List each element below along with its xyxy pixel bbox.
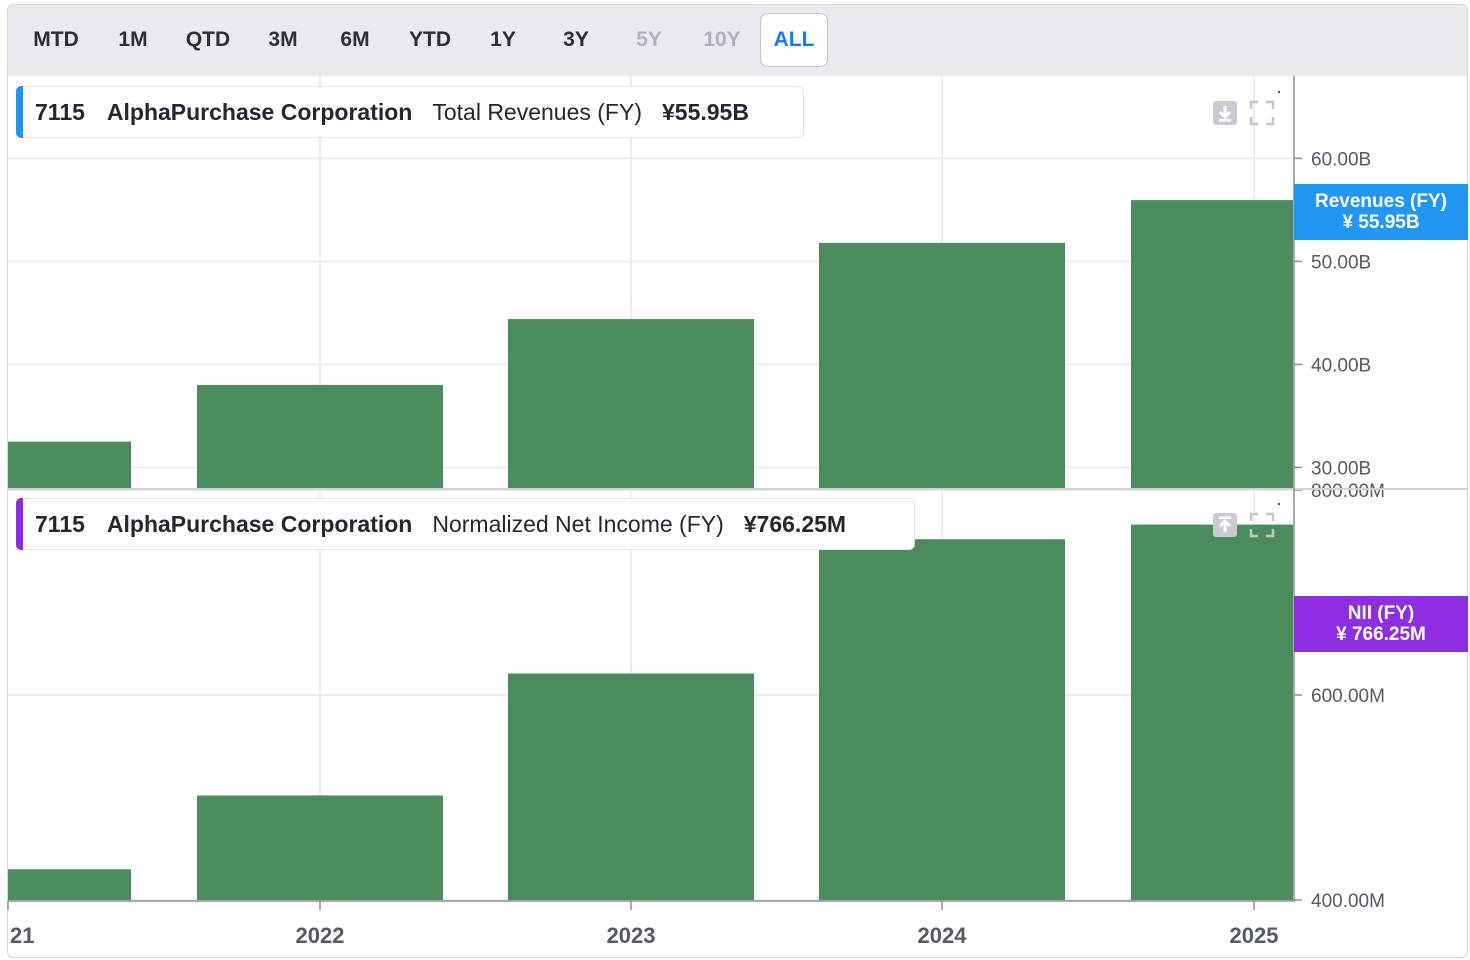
legend-color-stripe: [16, 86, 23, 138]
y-tick-label: 60.00B: [1311, 149, 1371, 170]
range-selector: MTD 1M QTD 3M 6M YTD 1Y 3Y 5Y 10Y ALL: [8, 5, 1467, 76]
y-tick-label: 800.00M: [1311, 481, 1385, 502]
axis-tag-series: NII (FY): [1347, 603, 1415, 624]
bar-2024: [819, 242, 1065, 488]
y-tick-label: 40.00B: [1311, 355, 1371, 376]
x-tick-label: 2023: [607, 923, 656, 948]
legend-company: AlphaPurchase Corporation: [106, 510, 413, 537]
y-tick-label: 50.00B: [1311, 252, 1371, 273]
x-tick-label: 2024: [918, 923, 968, 948]
range-button-10y[interactable]: 10Y: [703, 28, 741, 51]
axis-tag-net-income: NII (FY) ¥ 766.25M: [1294, 596, 1468, 652]
x-tick-label: 2025: [1230, 923, 1279, 948]
range-button-6m[interactable]: 6M: [340, 28, 370, 51]
download-icon[interactable]: [1212, 100, 1238, 126]
range-button-1y[interactable]: 1Y: [490, 28, 516, 51]
range-button-3y[interactable]: 3Y: [563, 28, 589, 51]
legend-revenues: 7115 AlphaPurchase Corporation Total Rev…: [16, 86, 804, 138]
range-button-all[interactable]: ALL: [760, 13, 828, 67]
legend-metric: Total Revenues (FY): [432, 98, 642, 125]
range-button-3m[interactable]: 3M: [268, 28, 298, 51]
bar-2021: [8, 441, 131, 488]
bar-2021: [8, 869, 131, 900]
corner-dot: [1277, 502, 1281, 506]
fullscreen-icon[interactable]: [1249, 100, 1275, 126]
bar-2022: [197, 385, 443, 488]
axis-tag-value: ¥ 766.25M: [1336, 624, 1426, 645]
bar-2025: [1131, 524, 1293, 900]
bar-2025: [1131, 200, 1293, 489]
bar-2022: [197, 795, 443, 900]
legend-value: ¥55.95B: [661, 98, 749, 125]
x-tick-label: 21: [10, 923, 34, 948]
range-button-5y[interactable]: 5Y: [636, 28, 662, 51]
y-tick-label: 400.00M: [1311, 891, 1385, 912]
legend-ticker: 7115: [35, 98, 85, 125]
upload-icon[interactable]: [1212, 512, 1238, 538]
corner-dot: [1277, 90, 1281, 94]
legend-ticker: 7115: [35, 510, 85, 537]
axis-tag-series: Revenues (FY): [1315, 191, 1447, 212]
bar-2023: [508, 673, 754, 900]
legend-value: ¥766.25M: [743, 510, 847, 537]
y-tick-label: 600.00M: [1311, 686, 1385, 707]
legend-metric: Normalized Net Income (FY): [432, 510, 724, 537]
range-button-mtd[interactable]: MTD: [33, 28, 79, 51]
range-button-ytd[interactable]: YTD: [409, 28, 451, 51]
range-button-qtd[interactable]: QTD: [185, 28, 231, 51]
legend-company: AlphaPurchase Corporation: [106, 98, 413, 125]
axis-tag-revenues: Revenues (FY) ¥ 55.95B: [1294, 184, 1468, 240]
y-tick-label: 30.00B: [1311, 458, 1371, 479]
range-button-1m[interactable]: 1M: [118, 28, 148, 51]
x-tick-label: 2022: [296, 923, 345, 948]
legend-color-stripe: [16, 498, 23, 550]
axis-tag-value: ¥ 55.95B: [1342, 212, 1420, 233]
bar-2023: [508, 319, 754, 488]
bar-2024: [819, 539, 1065, 900]
legend-net-income: 7115 AlphaPurchase Corporation Normalize…: [16, 498, 915, 550]
fullscreen-icon[interactable]: [1249, 512, 1275, 538]
